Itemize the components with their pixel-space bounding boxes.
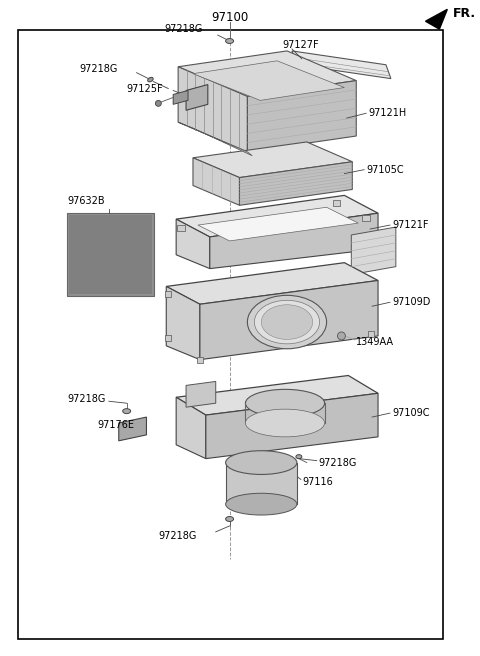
Ellipse shape — [247, 295, 326, 349]
Text: 97218G: 97218G — [164, 24, 203, 34]
Polygon shape — [247, 81, 356, 152]
Ellipse shape — [245, 409, 324, 437]
Text: 1349AA: 1349AA — [356, 337, 394, 347]
Polygon shape — [193, 61, 344, 100]
Polygon shape — [193, 158, 240, 205]
Polygon shape — [176, 219, 210, 268]
Text: 97121H: 97121H — [368, 108, 407, 118]
Polygon shape — [173, 91, 188, 104]
Polygon shape — [197, 357, 203, 363]
Polygon shape — [176, 398, 206, 459]
Text: 97105C: 97105C — [366, 165, 404, 174]
Polygon shape — [186, 381, 216, 407]
Polygon shape — [166, 262, 378, 304]
Polygon shape — [178, 67, 247, 152]
Text: 97116: 97116 — [303, 478, 334, 487]
Text: 97632B: 97632B — [67, 196, 105, 207]
Polygon shape — [206, 394, 378, 459]
Ellipse shape — [254, 300, 320, 344]
Text: 97125F: 97125F — [127, 83, 163, 94]
Polygon shape — [426, 9, 447, 29]
Circle shape — [156, 100, 161, 106]
Polygon shape — [177, 225, 185, 231]
Ellipse shape — [123, 409, 131, 413]
Circle shape — [337, 332, 346, 340]
Ellipse shape — [296, 455, 302, 459]
Polygon shape — [178, 122, 252, 156]
Ellipse shape — [226, 516, 234, 522]
Bar — [226, 462, 297, 504]
Text: 97121F: 97121F — [392, 220, 428, 230]
Text: 97127F: 97127F — [282, 40, 319, 50]
Ellipse shape — [245, 390, 324, 417]
Text: 97218G: 97218G — [79, 64, 118, 73]
Polygon shape — [292, 51, 391, 79]
Ellipse shape — [226, 451, 297, 474]
Polygon shape — [186, 85, 208, 110]
Polygon shape — [166, 287, 200, 359]
Polygon shape — [165, 335, 171, 341]
Bar — [67, 213, 155, 297]
Text: 97218G: 97218G — [319, 458, 357, 468]
Polygon shape — [362, 215, 370, 221]
Text: 97176E: 97176E — [97, 420, 134, 430]
Polygon shape — [176, 375, 378, 415]
Polygon shape — [176, 195, 378, 237]
Text: 97218G: 97218G — [67, 394, 106, 404]
Text: 97100: 97100 — [211, 10, 248, 24]
Ellipse shape — [261, 305, 312, 339]
Polygon shape — [165, 291, 171, 297]
Polygon shape — [368, 331, 374, 337]
Ellipse shape — [226, 493, 297, 515]
Polygon shape — [119, 417, 146, 441]
Polygon shape — [193, 142, 352, 178]
Ellipse shape — [226, 39, 234, 43]
Text: 97218G: 97218G — [158, 531, 197, 541]
Text: 97109C: 97109C — [392, 408, 430, 418]
Polygon shape — [333, 200, 340, 206]
Polygon shape — [178, 51, 356, 96]
Ellipse shape — [148, 77, 153, 82]
Text: FR.: FR. — [453, 7, 476, 20]
Bar — [18, 30, 444, 639]
Polygon shape — [351, 227, 396, 275]
Polygon shape — [210, 213, 378, 268]
Text: 97109D: 97109D — [392, 297, 430, 307]
Bar — [69, 215, 153, 295]
Polygon shape — [200, 281, 378, 359]
Polygon shape — [198, 207, 358, 241]
Polygon shape — [240, 162, 352, 205]
